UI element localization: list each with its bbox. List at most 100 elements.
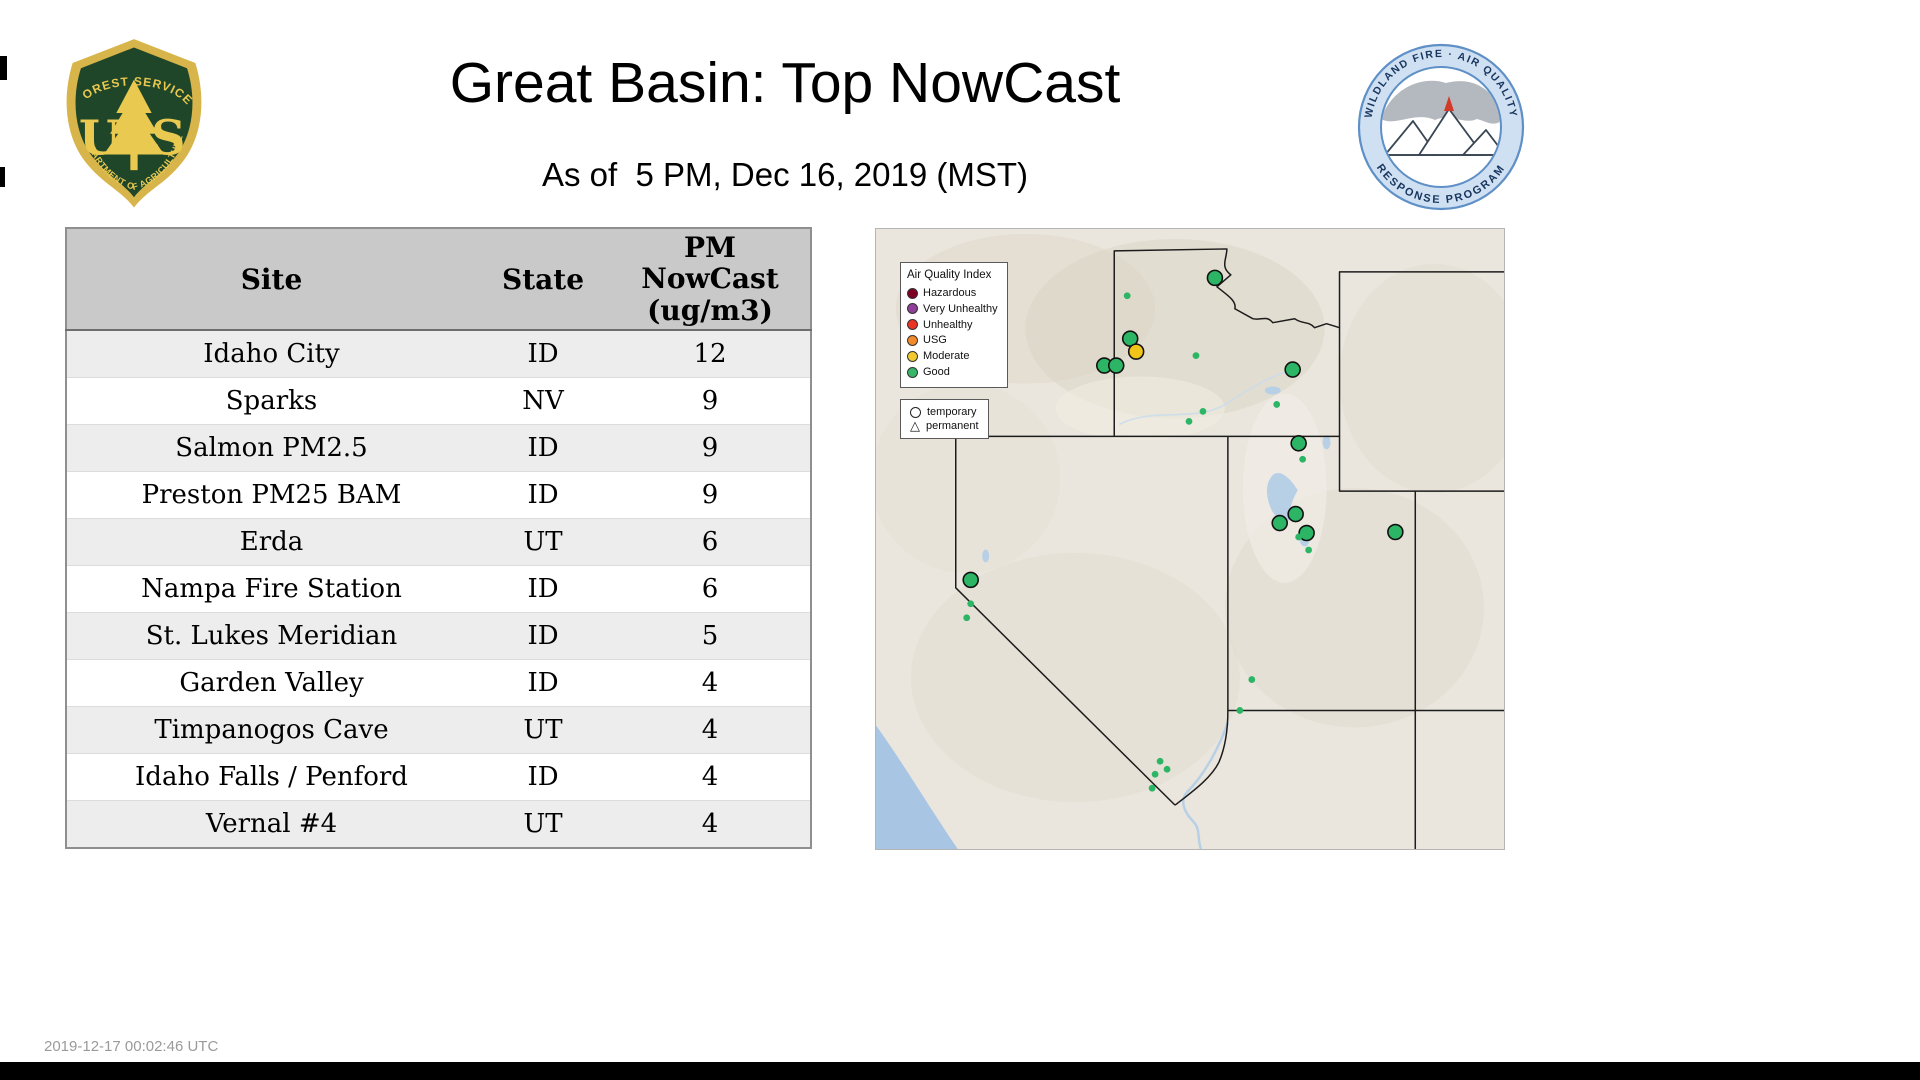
table-header-row: Site State PM NowCast (ug/m3): [66, 228, 811, 331]
station-marker-good: [1156, 757, 1164, 765]
montana-wyoming-border: [1338, 271, 1504, 328]
pm-value-cell: 6: [610, 565, 811, 613]
site-cell: St. Lukes Meridian: [66, 612, 476, 660]
column-header-site: Site: [66, 228, 476, 331]
page-title: Great Basin: Top NowCast: [449, 51, 1121, 115]
aqi-legend-item: USG: [907, 333, 998, 347]
aqi-color-dot: [907, 303, 918, 315]
monogram-u: U: [79, 111, 121, 167]
table-row: St. Lukes Meridian ID 5: [66, 612, 811, 660]
pm-value-cell: 9: [610, 471, 811, 519]
state-cell: ID: [476, 565, 610, 613]
wyoming-south-border: [1338, 436, 1504, 492]
great-basin-map: Air Quality Index Hazardous Very Unhealth…: [875, 228, 1505, 850]
temporary-label: temporary: [927, 406, 977, 418]
permanent-legend-item: permanent: [910, 420, 979, 432]
table-row: Vernal #4 UT 4: [66, 800, 811, 848]
pm-value-cell: 12: [610, 329, 811, 378]
ocean: [876, 725, 958, 849]
table-row: Idaho Falls / Penford ID 4: [66, 753, 811, 801]
aqi-legend-label: Good: [923, 365, 950, 378]
forest-service-shield-icon: FOREST SERVICE U S DEPARTMENT OF AGRICUL…: [52, 25, 202, 208]
station-marker-good: [962, 571, 979, 589]
screen-artifact: [0, 56, 7, 80]
generated-timestamp: 2019-12-17 00:02:46 UTC: [44, 1038, 219, 1055]
bottom-letterbox-bar: [0, 1062, 1920, 1080]
aqi-legend-label: Hazardous: [923, 286, 977, 299]
aqi-legend-label: Very Unhealthy: [923, 302, 998, 315]
site-cell: Idaho Falls / Penford: [66, 753, 476, 801]
aqi-color-dot: [907, 366, 918, 378]
station-marker-good: [1299, 455, 1307, 463]
temporary-legend-item: temporary: [910, 406, 979, 418]
fire-icon: [1444, 96, 1454, 111]
aqi-legend-item: Very Unhealthy: [907, 302, 998, 316]
station-marker-good: [1206, 269, 1224, 287]
wfaqrp-logo: WILDLAND FIRE · AIR QUALITY RESPONSE PRO…: [1356, 42, 1526, 212]
station-marker-good: [963, 614, 971, 622]
monogram-s: S: [151, 111, 186, 167]
aqi-legend-label: USG: [923, 334, 947, 347]
aqi-legend-item: Hazardous: [907, 286, 998, 300]
pyramid-lake: [982, 549, 990, 563]
column-header-pm-nowcast: PM NowCast (ug/m3): [610, 228, 811, 331]
nevada-arizona-border: [1174, 710, 1229, 806]
aqi-color-dot: [907, 287, 918, 299]
nowcast-table: Site State PM NowCast (ug/m3) Idaho City…: [65, 227, 812, 849]
site-cell: Erda: [66, 518, 476, 566]
american-falls-reservoir: [1264, 386, 1281, 395]
table-row: Preston PM25 BAM ID 9: [66, 471, 811, 519]
station-marker-good: [1273, 401, 1281, 408]
page-subtitle: As of 5 PM, Dec 16, 2019 (MST): [541, 156, 1028, 193]
marker-type-legend: temporary permanent: [900, 399, 989, 439]
state-cell: ID: [476, 424, 610, 472]
station-marker-good: [1298, 524, 1315, 542]
state-cell: ID: [476, 612, 610, 660]
permanent-label: permanent: [926, 420, 979, 432]
pm-value-cell: 4: [610, 800, 811, 848]
state-cell: UT: [476, 800, 610, 848]
site-cell: Sparks: [66, 377, 476, 425]
station-marker-good: [1192, 352, 1200, 359]
aqi-color-dot: [907, 350, 918, 362]
table-row: Erda UT 6: [66, 518, 811, 566]
state-cell: UT: [476, 518, 610, 566]
nowcast-table-body: Idaho City ID 12 Sparks NV 9 Salmon PM2.5 ID 9 Pr…: [66, 329, 811, 848]
station-marker-good: [1248, 676, 1256, 683]
station-marker-good: [1123, 292, 1131, 300]
station-marker-good: [1151, 770, 1159, 778]
site-cell: Salmon PM2.5: [66, 424, 476, 472]
pm-value-cell: 5: [610, 612, 811, 660]
state-cell: NV: [476, 377, 610, 425]
permanent-marker-icon: [910, 421, 920, 431]
california-nevada-border: [954, 436, 1176, 806]
site-cell: Vernal #4: [66, 800, 476, 848]
aqi-color-dot: [907, 334, 918, 346]
bear-lake: [1322, 435, 1331, 450]
pine-tree-icon: [103, 79, 165, 171]
station-marker-good: [1185, 417, 1193, 425]
site-cell: Preston PM25 BAM: [66, 471, 476, 519]
wfaqrp-badge-icon: WILDLAND FIRE · AIR QUALITY RESPONSE PRO…: [1357, 43, 1525, 211]
state-cell: ID: [476, 753, 610, 801]
station-marker-good: [1107, 357, 1125, 374]
pm-value-cell: 9: [610, 377, 811, 425]
pm-value-cell: 4: [610, 753, 811, 801]
snake-river: [1118, 369, 1290, 426]
site-cell: Nampa Fire Station: [66, 565, 476, 613]
aqi-legend-item: Good: [907, 365, 998, 379]
table-row: Garden Valley ID 4: [66, 659, 811, 707]
station-marker-good: [1387, 523, 1404, 541]
aqi-legend-item: Moderate: [907, 349, 998, 363]
pm-value-cell: 9: [610, 424, 811, 472]
state-cell: ID: [476, 659, 610, 707]
pm-value-cell: 4: [610, 706, 811, 754]
site-cell: Garden Valley: [66, 659, 476, 707]
state-cell: ID: [476, 329, 610, 378]
aqi-legend-items: Hazardous Very Unhealthy Unhealthy USG Moder…: [907, 286, 998, 379]
station-marker-good: [1271, 514, 1288, 532]
aqi-legend-title: Air Quality Index: [907, 269, 992, 281]
state-borders: [954, 248, 1504, 849]
pm-value-cell: 4: [610, 659, 811, 707]
